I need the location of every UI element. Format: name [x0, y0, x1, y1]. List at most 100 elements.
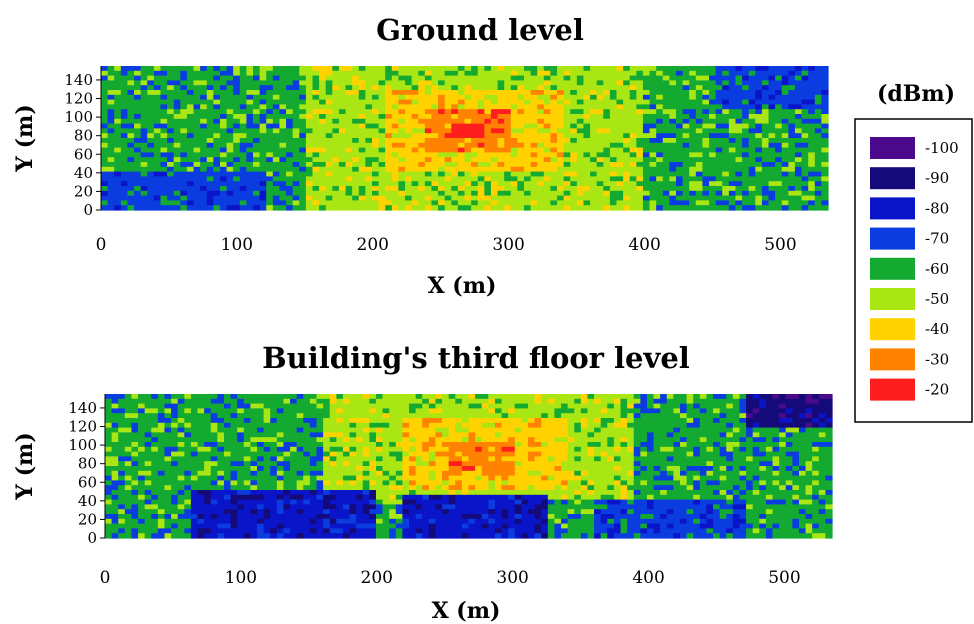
heatmap-cell [510, 152, 518, 158]
heatmap-cell [475, 413, 483, 419]
heatmap-cell [517, 157, 525, 163]
heatmap-cell [164, 432, 172, 438]
heatmap-cell [660, 432, 668, 438]
heatmap-cell [263, 451, 271, 457]
heatmap-cell [660, 427, 668, 433]
heatmap-cell [521, 437, 529, 443]
heatmap-cell [818, 446, 826, 453]
heatmap-cell [772, 432, 780, 438]
heatmap-cell [673, 394, 681, 400]
heatmap-cell [636, 66, 644, 72]
heatmap-cell [537, 99, 545, 105]
heatmap-cell [305, 104, 314, 110]
heatmap-cell [636, 157, 644, 163]
heatmap-cell [219, 166, 228, 173]
heatmap-cell [748, 80, 756, 86]
heatmap-cell [378, 176, 386, 182]
heatmap-cell [728, 70, 737, 77]
heatmap-cell [286, 104, 294, 110]
heatmap-cell [715, 90, 723, 96]
heatmap-cell [656, 90, 664, 96]
heatmap-cell [471, 94, 479, 101]
heatmap-cell [818, 394, 826, 400]
heatmap-cell [728, 90, 737, 96]
heatmap-cell [444, 80, 452, 86]
heatmap-cell [177, 398, 185, 405]
heatmap-cell [563, 133, 571, 139]
heatmap-cell [345, 186, 353, 192]
heatmap-cell [768, 75, 776, 81]
heatmap-cell [147, 118, 155, 125]
heatmap-cell [642, 118, 651, 125]
heatmap-cell [702, 147, 710, 153]
heatmap-cell [395, 422, 404, 429]
heatmap-cell [732, 427, 741, 433]
heatmap-cell [481, 432, 489, 438]
heatmap-cell [713, 461, 721, 467]
heatmap-cell [405, 181, 413, 187]
heatmap-cell [537, 114, 545, 120]
heatmap-cell [305, 157, 314, 163]
heatmap-cell [358, 142, 366, 149]
heatmap-cell [239, 176, 247, 182]
heatmap-cell [239, 157, 247, 163]
heatmap-cell [153, 104, 162, 110]
heatmap-cell [557, 66, 565, 72]
heatmap-cell [193, 147, 201, 153]
heatmap-cell [200, 99, 208, 105]
heatmap-cell [772, 442, 780, 448]
heatmap-cell [329, 403, 337, 409]
heatmap-cell [719, 437, 727, 443]
heatmap-cell [272, 66, 281, 72]
heatmap-cell [715, 128, 723, 134]
heatmap-cell [682, 80, 690, 86]
heatmap-cell [405, 176, 413, 182]
heatmap-cell [338, 75, 347, 81]
heatmap-cell [735, 123, 743, 129]
heatmap-cell [323, 398, 331, 405]
heatmap-cell [706, 398, 714, 405]
heatmap-cell [286, 75, 294, 81]
heatmap-cell [812, 451, 820, 457]
heatmap-cell [226, 133, 234, 139]
heatmap-cell [623, 181, 631, 187]
heatmap-cell [272, 205, 281, 211]
heatmap-cell [134, 90, 142, 96]
heatmap-cell [530, 171, 538, 177]
heatmap-cell [554, 446, 562, 453]
heatmap-cell [352, 138, 360, 144]
heatmap-cell [682, 195, 690, 201]
heatmap-cell [669, 152, 677, 158]
heatmap-cell [755, 171, 763, 177]
heatmap-cell [424, 162, 433, 168]
heatmap-cell [312, 176, 320, 182]
heatmap-cell [699, 442, 708, 448]
heatmap-cell [246, 114, 254, 120]
heatmap-cell [709, 152, 717, 158]
heatmap-cell [563, 75, 571, 81]
heatmap-cell [706, 422, 714, 429]
heatmap-cell [781, 66, 789, 72]
heatmap-cell [742, 66, 750, 72]
heatmap-cell [309, 456, 318, 462]
heatmap-cell [788, 123, 796, 129]
heatmap-cell [821, 99, 829, 105]
heatmap-cell [352, 90, 360, 96]
heatmap-cell [497, 75, 505, 81]
heatmap-cell [613, 442, 622, 448]
heatmap-cell [570, 176, 578, 182]
heatmap-cell [352, 195, 360, 201]
heatmap-cell [451, 205, 459, 211]
heatmap-cell [646, 418, 655, 424]
heatmap-cell [689, 162, 697, 168]
heatmap-cell [365, 85, 373, 91]
heatmap-cell [583, 109, 591, 115]
heatmap-cell [759, 442, 767, 448]
heatmap-cell [603, 128, 611, 134]
heatmap-cell [775, 66, 783, 72]
heatmap-cell [682, 147, 690, 153]
heatmap-cell [107, 205, 115, 211]
heatmap-cell [371, 181, 380, 187]
heatmap-cell [660, 398, 668, 405]
heatmap-cell [226, 70, 234, 77]
